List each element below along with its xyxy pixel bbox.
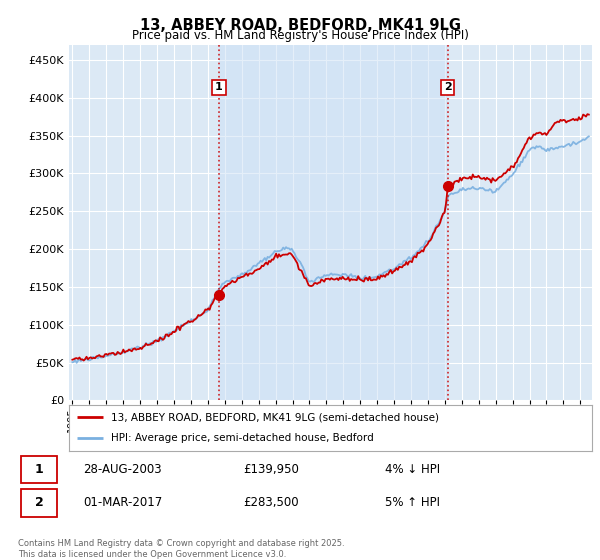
Text: 1: 1	[215, 82, 223, 92]
Text: Price paid vs. HM Land Registry's House Price Index (HPI): Price paid vs. HM Land Registry's House …	[131, 29, 469, 42]
Text: Contains HM Land Registry data © Crown copyright and database right 2025.
This d: Contains HM Land Registry data © Crown c…	[18, 539, 344, 559]
FancyBboxPatch shape	[21, 489, 58, 516]
Bar	[219, 45, 448, 400]
Text: 5% ↑ HPI: 5% ↑ HPI	[385, 496, 440, 510]
Text: 13, ABBEY ROAD, BEDFORD, MK41 9LG: 13, ABBEY ROAD, BEDFORD, MK41 9LG	[139, 18, 461, 33]
Text: 28-AUG-2003: 28-AUG-2003	[83, 463, 161, 476]
Text: 13, ABBEY ROAD, BEDFORD, MK41 9LG (semi-detached house): 13, ABBEY ROAD, BEDFORD, MK41 9LG (semi-…	[111, 412, 439, 422]
Text: £283,500: £283,500	[244, 496, 299, 510]
Text: 2: 2	[35, 496, 44, 510]
Text: 2: 2	[444, 82, 452, 92]
Text: 01-MAR-2017: 01-MAR-2017	[83, 496, 162, 510]
Text: 1: 1	[35, 463, 44, 476]
FancyBboxPatch shape	[21, 456, 58, 483]
Text: 4% ↓ HPI: 4% ↓ HPI	[385, 463, 440, 476]
Text: HPI: Average price, semi-detached house, Bedford: HPI: Average price, semi-detached house,…	[111, 433, 374, 444]
Text: £139,950: £139,950	[244, 463, 299, 476]
